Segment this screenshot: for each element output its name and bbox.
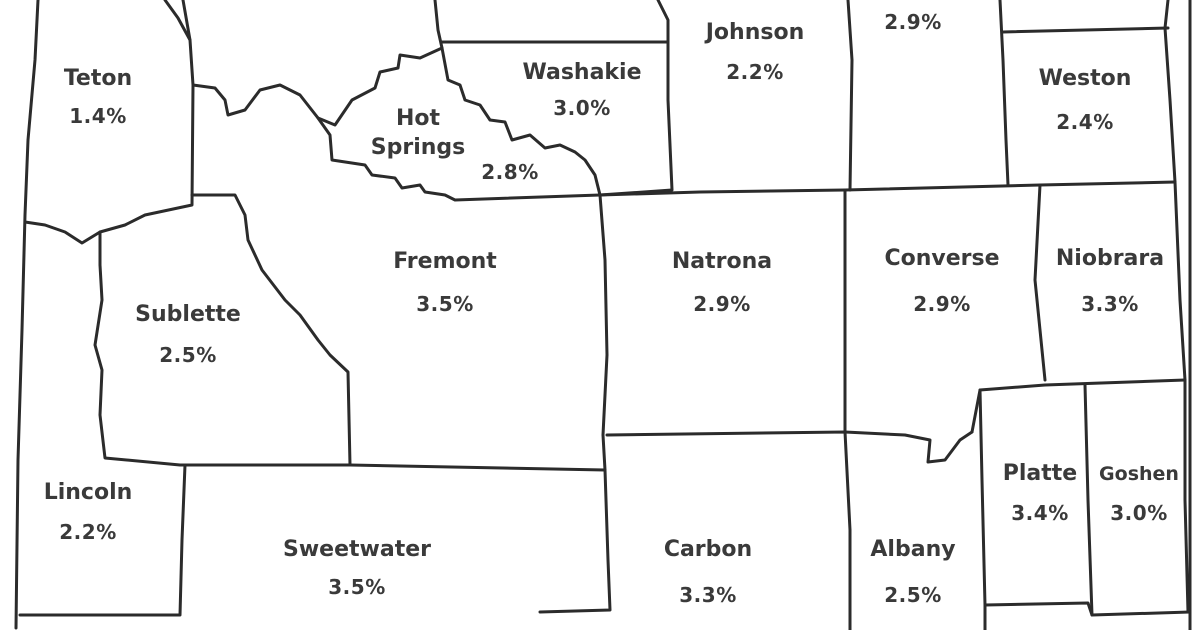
county-label-sweetwater: Sweetwater 3.5% — [262, 537, 452, 599]
county-value: 2.9% — [913, 292, 971, 316]
west-state-border — [14, 0, 40, 630]
niobrara-west-border — [1033, 183, 1047, 382]
county-value: 3.0% — [1110, 501, 1168, 525]
county-value: 1.4% — [69, 104, 127, 128]
county-label-campbell: 2.9% — [868, 12, 958, 32]
county-label-albany: Albany 2.5% — [858, 537, 968, 607]
county-value: 3.3% — [679, 583, 737, 607]
county-name: Niobrara — [1055, 246, 1165, 271]
county-name: Johnson — [705, 20, 805, 45]
county-name: Fremont — [393, 249, 497, 274]
county-name: Platte — [1002, 461, 1078, 486]
goshen-west-border — [1083, 383, 1094, 617]
county-label-washakie: Washakie 3.0% — [512, 60, 652, 120]
campbell-west-border — [846, 0, 854, 192]
sublette-border — [93, 230, 607, 472]
county-label-carbon: Carbon 3.3% — [648, 537, 768, 607]
county-label-converse: Converse 2.9% — [872, 246, 1012, 316]
natrona-south-border — [605, 430, 974, 464]
county-name: Albany — [870, 537, 956, 562]
crook-south-border — [1163, 0, 1177, 184]
weston-north-border — [1001, 26, 1170, 34]
converse-west-border — [843, 188, 852, 630]
hot-springs-border — [316, 116, 602, 202]
county-label-teton: Teton 1.4% — [48, 66, 148, 128]
county-value: 3.5% — [328, 575, 386, 599]
platte-north-border — [970, 378, 1187, 434]
natrona-west-border — [538, 193, 612, 614]
county-value: 2.9% — [693, 292, 751, 316]
county-value: 2.8% — [481, 160, 539, 184]
county-label-goshen: Goshen 3.0% — [1092, 463, 1186, 525]
county-label-platte: Platte 3.4% — [990, 461, 1090, 525]
county-value: 2.5% — [159, 343, 217, 367]
park-south-border — [181, 0, 192, 42]
johnson-west-border — [598, 0, 674, 197]
county-value: 3.0% — [553, 96, 611, 120]
county-name: Washakie — [522, 60, 642, 85]
weston-west-border — [998, 0, 1010, 187]
county-value: 2.5% — [884, 583, 942, 607]
county-name-line2: Springs — [370, 135, 466, 161]
county-name: Lincoln — [43, 480, 133, 505]
county-name: Sweetwater — [283, 537, 431, 562]
county-label-hot-springs: Hot Springs — [358, 106, 478, 162]
county-label-fremont: Fremont 3.5% — [370, 249, 520, 316]
county-name: Natrona — [671, 249, 773, 274]
county-value: 3.5% — [416, 292, 474, 316]
county-value-hot-springs: 2.8% — [470, 162, 550, 182]
county-label-niobrara: Niobrara 3.3% — [1045, 246, 1175, 316]
county-label-sublette: Sublette 2.5% — [118, 302, 258, 367]
county-name: Sublette — [135, 302, 241, 327]
goshen-east-border — [1173, 180, 1190, 614]
county-name: Converse — [884, 246, 1000, 271]
county-name-line1: Hot — [395, 106, 441, 131]
county-name: Weston — [1038, 66, 1132, 91]
county-value: 2.2% — [726, 60, 784, 84]
county-value: 2.9% — [884, 10, 942, 34]
county-name: Teton — [63, 66, 133, 91]
big-horn-west-border — [433, 0, 444, 50]
county-label-johnson: Johnson 2.2% — [685, 20, 825, 84]
county-name: Goshen — [1099, 463, 1179, 485]
county-label-natrona: Natrona 2.9% — [652, 249, 792, 316]
fremont-west-border — [190, 193, 352, 467]
county-value: 3.3% — [1081, 292, 1139, 316]
hot-springs-east-steps — [440, 46, 602, 197]
county-label-weston: Weston 2.4% — [1020, 66, 1150, 134]
county-label-lincoln: Lincoln 2.2% — [28, 480, 148, 544]
lincoln-border — [18, 463, 187, 617]
county-value: 2.4% — [1056, 110, 1114, 134]
county-value: 3.4% — [1011, 501, 1069, 525]
johnson-natrona-border — [598, 180, 1177, 197]
county-value: 2.2% — [59, 520, 117, 544]
platte-west-border — [978, 388, 987, 630]
county-name: Carbon — [663, 537, 753, 562]
platte-south-border — [983, 601, 1192, 617]
